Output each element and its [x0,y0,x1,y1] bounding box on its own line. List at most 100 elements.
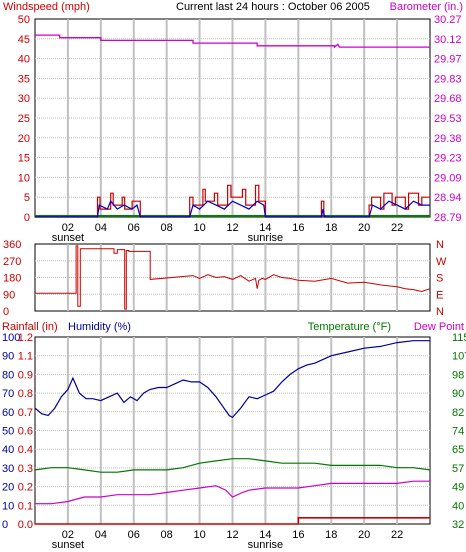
sunset-label: sunset [52,232,84,244]
compass-tick-label: W [436,256,447,268]
windspeed-tick-label: 20 [18,133,30,145]
temperature-tick-label: 65 [452,444,464,456]
temperature-tick-label: 82 [452,407,464,419]
rainfall-tick-label: 0.3 [18,463,33,475]
rainfall-tick-label: 1.1 [18,351,33,363]
x-tick-label: 06 [128,529,140,541]
windspeed-tick-label: 50 [18,14,30,26]
barometer-tick-label: 29.38 [434,133,462,145]
barometer-tick-label: 30.27 [434,14,462,26]
x-tick-label: 08 [161,529,173,541]
x-tick-label: 12 [226,222,238,234]
rainfall-tick-label: 1.2 [18,332,33,344]
direction-tick-label: 0 [3,306,9,318]
rainfall-tick-label: 0.6 [18,426,33,438]
x-tick-label: 18 [325,529,337,541]
humidity-tick-label: 40 [2,444,14,456]
barometer-tick-label: 29.23 [434,153,462,165]
chart-panels: 5045403530252015105030.2730.1229.9729.83… [2,14,466,551]
temperature-tick-label: 49 [452,482,464,494]
temperature-tick-label: 107 [452,351,466,363]
x-tick-label: 10 [193,529,205,541]
temperature-tick-label: 40 [452,500,464,512]
rainfall-line [35,516,430,525]
windspeed-tick-label: 45 [18,34,30,46]
humidity-tick-label: 90 [2,351,14,363]
rainfall-tick-label: 0.7 [18,407,33,419]
x-tick-label: 02 [62,529,74,541]
x-tick-label: 18 [325,222,337,234]
direction-tick-label: 90 [3,289,15,301]
temperature-tick-label: 90 [452,388,464,400]
barometer-tick-label: 28.94 [434,192,462,204]
temperature-tick-label: 98 [452,369,464,381]
x-tick-label: 22 [391,222,403,234]
x-tick-label: 04 [95,529,107,541]
wind-pressure-panel: 5045403530252015105030.2730.1229.9729.83… [18,14,462,244]
humidity-tick-label: 30 [2,463,14,475]
compass-tick-label: N [436,306,444,318]
windspeed-tick-label: 30 [18,93,30,105]
x-tick-label: 08 [161,222,173,234]
x-tick-label: 14 [259,222,271,234]
rainfall-tick-label: 0.8 [18,388,33,400]
direction-tick-label: 270 [3,256,21,268]
humidity-tick-label: 60 [2,407,14,419]
barometer-tick-label: 29.97 [434,54,462,66]
windspeed-tick-label: 15 [18,153,30,165]
barometer-tick-label: 29.53 [434,113,462,125]
x-tick-label: 04 [95,222,107,234]
chart-title: Current last 24 hours : October 06 2005 [176,1,370,13]
sunset-label: sunset [52,539,84,551]
compass-tick-label: S [436,273,443,285]
sunrise-label: sunrise [248,232,283,244]
barometer-tick-label: 29.83 [434,73,462,85]
humidity-tick-label: 20 [2,482,14,494]
humidity-title: Humidity (%) [68,321,131,333]
rainfall-tick-label: 0.9 [18,369,33,381]
humidity-tick-label: 70 [2,388,14,400]
temperature-tick-label: 115 [452,332,466,344]
x-tick-label: 16 [292,529,304,541]
barometer-title: Barometer (in.) [390,1,463,13]
windspeed-tick-label: 25 [18,113,30,125]
humidity-tick-label: 10 [2,500,14,512]
rainfall-tick-label: 0.2 [18,482,33,494]
windspeed-tick-label: 0 [24,212,30,224]
barometer-tick-label: 29.68 [434,93,462,105]
x-tick-label: 20 [358,222,370,234]
x-tick-label: 10 [193,222,205,234]
x-tick-label: 20 [358,529,370,541]
rainfall-tick-label: 0.0 [18,519,33,531]
rainfall-tick-label: 0.4 [18,444,33,456]
x-tick-label: 12 [226,529,238,541]
humidity-tick-label: 100 [2,332,20,344]
barometer-line [35,34,430,49]
rainfall-tick-label: 0.1 [18,500,33,512]
dewpoint-line [35,480,430,505]
sunrise-label: sunrise [248,539,283,551]
temperature-tick-label: 74 [452,426,464,438]
x-tick-label: 16 [292,222,304,234]
barometer-tick-label: 28.79 [434,212,462,224]
barometer-tick-label: 30.12 [434,34,462,46]
x-tick-label: 22 [391,529,403,541]
compass-tick-label: N [436,239,444,251]
windspeed-tick-label: 5 [24,192,30,204]
windspeed-tick-label: 40 [18,54,30,66]
compass-tick-label: E [436,289,443,301]
wind-direction-line [35,245,431,310]
dewpoint-title: Dew Point [414,321,464,333]
wind-average-line [35,200,430,218]
temperature-title: Temperature (°F) [308,321,391,333]
humidity-line [34,340,430,419]
rainfall-title: Rainfall (in) [2,321,58,333]
x-tick-label: 06 [128,222,140,234]
barometer-tick-label: 29.09 [434,172,462,184]
direction-tick-label: 360 [3,239,21,251]
direction-tick-label: 180 [3,273,21,285]
humidity-tick-label: 0 [2,519,8,531]
x-tick-label: 02 [62,222,74,234]
